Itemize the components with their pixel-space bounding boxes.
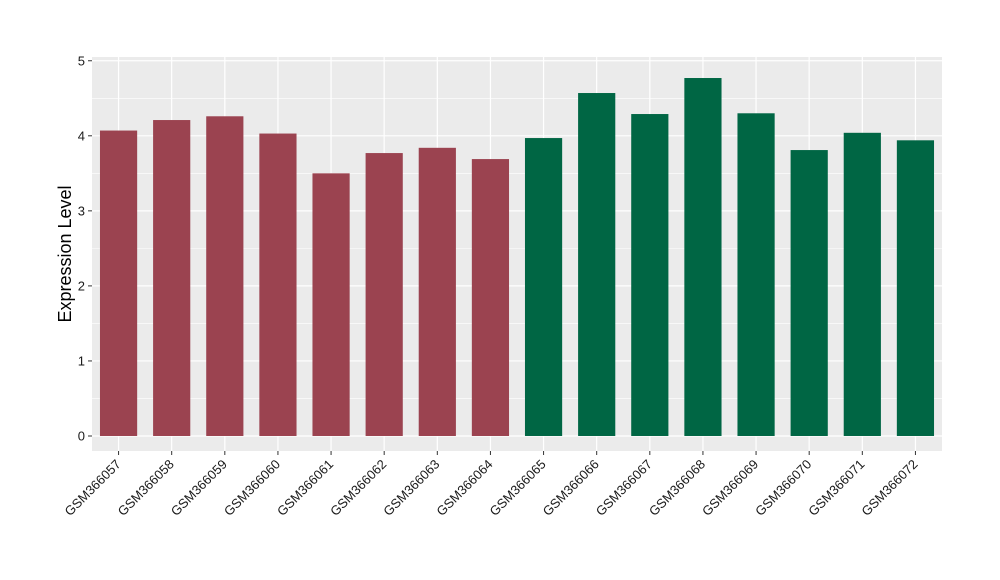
x-tick-label: GSM366060 — [221, 457, 283, 519]
x-tick-label: GSM366063 — [380, 457, 442, 519]
bar-GSM366060 — [259, 133, 297, 436]
bar-GSM366059 — [206, 116, 244, 436]
x-tick-label: GSM366072 — [858, 457, 920, 519]
x-tick-label: GSM366062 — [327, 457, 389, 519]
x-tick-label: GSM366069 — [699, 457, 761, 519]
x-tick-label: GSM366067 — [593, 457, 655, 519]
y-tick-label: 5 — [78, 53, 85, 68]
y-tick-label: 0 — [78, 428, 85, 443]
x-tick-label: GSM366066 — [540, 457, 602, 519]
bar-GSM366062 — [365, 153, 403, 436]
bar-GSM366063 — [418, 147, 456, 436]
bar-GSM366058 — [153, 120, 191, 436]
x-tick-label: GSM366059 — [168, 457, 230, 519]
y-tick-label: 1 — [78, 353, 85, 368]
x-tick-label: GSM366070 — [752, 457, 814, 519]
bar-GSM366064 — [471, 159, 510, 436]
bar-GSM366057 — [99, 130, 138, 436]
x-tick-label: GSM366061 — [274, 457, 336, 519]
y-tick-label: 3 — [78, 203, 85, 218]
bar-GSM366066 — [578, 93, 616, 436]
bar-GSM366070 — [790, 150, 828, 436]
bar-GSM366061 — [312, 173, 350, 436]
x-tick-label: GSM366068 — [646, 457, 708, 519]
y-axis-title: Expression Level — [55, 185, 75, 322]
bar-GSM366067 — [631, 114, 669, 436]
x-tick-label: GSM366064 — [433, 457, 495, 519]
bar-GSM366071 — [843, 132, 881, 436]
x-tick-label: GSM366065 — [486, 457, 548, 519]
y-tick-label: 2 — [78, 278, 85, 293]
bar-GSM366072 — [896, 140, 935, 436]
bar-GSM366068 — [684, 78, 722, 436]
bar-GSM366069 — [737, 113, 775, 436]
x-tick-label: GSM366071 — [805, 457, 867, 519]
x-tick-label: GSM366058 — [115, 457, 177, 519]
bar-GSM366065 — [524, 138, 563, 436]
x-tick-label: GSM366057 — [61, 457, 123, 519]
y-tick-label: 4 — [78, 128, 85, 143]
bars — [99, 78, 935, 436]
